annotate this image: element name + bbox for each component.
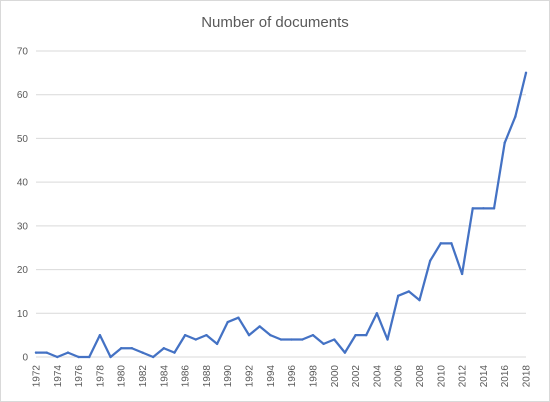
data-point-1990 (226, 320, 229, 324)
x-tick-label: 1978 (95, 365, 106, 388)
data-point-1975 (66, 351, 70, 354)
data-point-1989 (215, 342, 219, 346)
data-point-2003 (365, 333, 368, 337)
series-line-0 (34, 71, 528, 359)
data-point-1988 (205, 333, 208, 337)
data-point-1978 (98, 333, 102, 337)
data-point-2009 (428, 259, 432, 263)
series-layer (34, 71, 528, 359)
data-point-1986 (183, 333, 187, 337)
x-tick-label: 2016 (500, 365, 511, 388)
data-point-1998 (311, 333, 315, 337)
data-point-1976 (77, 355, 80, 359)
data-point-1994 (269, 333, 272, 337)
data-point-2011 (450, 242, 453, 245)
x-tick-label: 2004 (372, 365, 383, 388)
data-point-2018 (524, 71, 528, 75)
x-tick-label: 1996 (287, 365, 298, 388)
data-point-2015 (492, 207, 496, 210)
data-point-2005 (386, 338, 389, 341)
data-point-1995 (279, 338, 283, 341)
x-tick-label: 1972 (32, 365, 43, 388)
data-point-2004 (375, 312, 379, 315)
data-point-1974 (56, 355, 59, 359)
data-point-2014 (482, 207, 485, 210)
x-tick-label: 2008 (415, 365, 426, 388)
data-point-1996 (290, 338, 293, 341)
data-point-1991 (237, 316, 240, 319)
x-tick-label: 2006 (394, 365, 405, 388)
data-point-2013 (471, 207, 474, 210)
x-tick-label: 1994 (266, 365, 277, 388)
x-tick-label: 1988 (202, 365, 213, 388)
x-tick-label: 1986 (181, 365, 192, 388)
data-point-1999 (322, 342, 325, 346)
x-tick-label: 2010 (436, 365, 447, 388)
data-point-2000 (333, 338, 336, 341)
data-point-1972 (34, 351, 38, 354)
data-point-2012 (460, 272, 464, 276)
data-point-2001 (343, 351, 347, 354)
data-point-1981 (130, 347, 134, 350)
data-point-1993 (258, 325, 261, 328)
y-tick-label: 10 (17, 309, 29, 320)
x-tick-label: 1980 (117, 365, 128, 388)
y-tick-label: 50 (17, 134, 29, 145)
y-axis-tick-labels: 0 10 20 30 40 50 60 70 (17, 47, 29, 364)
data-point-1982 (141, 351, 144, 354)
x-tick-label: 1984 (159, 365, 170, 388)
x-tick-label: 1998 (308, 365, 319, 388)
x-tick-label: 1982 (138, 365, 149, 388)
data-point-2017 (514, 115, 517, 118)
x-tick-label: 2014 (479, 365, 490, 388)
data-point-1984 (162, 347, 166, 350)
x-tick-label: 1976 (74, 365, 85, 388)
data-point-1980 (120, 347, 123, 350)
x-tick-label: 1990 (223, 365, 234, 388)
data-point-1979 (109, 355, 112, 359)
x-tick-label: 2012 (458, 365, 469, 388)
x-tick-label: 1992 (245, 365, 256, 388)
y-tick-label: 0 (22, 353, 28, 364)
y-tick-label: 60 (17, 90, 29, 101)
data-point-2010 (439, 242, 442, 245)
x-tick-label: 2018 (522, 365, 533, 388)
data-point-1997 (301, 338, 304, 341)
data-point-1983 (151, 355, 155, 359)
data-point-1992 (247, 333, 251, 337)
x-tick-label: 2002 (351, 365, 362, 388)
data-point-2016 (503, 141, 506, 144)
chart-title: Number of documents (201, 14, 349, 31)
data-point-1977 (88, 355, 91, 359)
data-point-2007 (407, 290, 411, 293)
data-point-2002 (354, 333, 357, 337)
data-point-1987 (194, 338, 197, 341)
x-axis-tick-labels: 1972 1974 1976 1978 1980 1982 1984 1986 1988 1990… (32, 365, 533, 388)
y-tick-label: 40 (17, 178, 29, 189)
data-point-2006 (396, 294, 400, 297)
data-point-1973 (45, 351, 48, 354)
x-tick-label: 2000 (330, 365, 341, 388)
data-point-2008 (418, 298, 421, 302)
y-tick-label: 30 (17, 221, 29, 232)
y-tick-label: 20 (17, 265, 29, 276)
gridlines (36, 50, 526, 358)
y-tick-label: 70 (17, 47, 29, 58)
x-tick-label: 1974 (53, 365, 64, 388)
data-point-1985 (173, 351, 176, 354)
